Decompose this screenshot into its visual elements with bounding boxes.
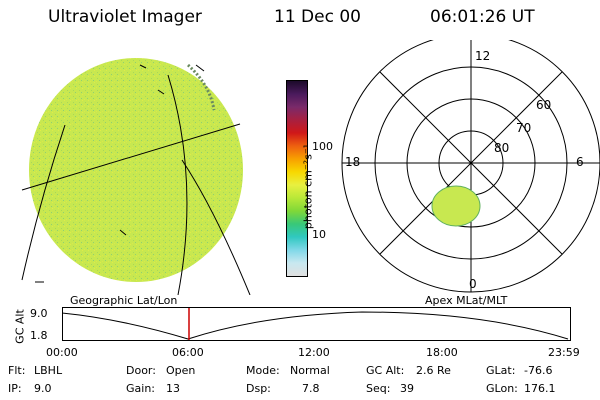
altitude-curve	[62, 311, 569, 340]
timeline-frame	[62, 307, 571, 341]
mode-label: Mode:	[246, 364, 280, 377]
timeline-plot	[62, 307, 571, 341]
gc-alt-value: 2.6 Re	[416, 364, 451, 377]
observation-date: 11 Dec 00	[274, 7, 361, 27]
grid-tick	[139, 64, 147, 69]
glat-label: GLat:	[486, 364, 516, 377]
timeline-ytick-min: 1.8	[30, 329, 48, 342]
dsp-value: 7.8	[302, 382, 320, 395]
grid-line	[167, 74, 188, 295]
ip-label: IP:	[8, 382, 22, 395]
lat-label-70: 70	[516, 121, 531, 135]
dsp-label: Dsp:	[246, 382, 271, 395]
geographic-panel-label: Geographic Lat/Lon	[70, 294, 178, 307]
colorbar-tick-100: 100	[312, 140, 333, 153]
colorbar	[286, 80, 308, 277]
glat-value: -76.6	[524, 364, 553, 377]
observation-time: 06:01:26 UT	[430, 7, 535, 27]
lat-label-80: 80	[494, 141, 509, 155]
timeline-ytick-max: 9.0	[30, 307, 48, 320]
seq-label: Seq:	[366, 382, 391, 395]
polar-plot: 12 18 6 0 60 70 80	[341, 40, 600, 293]
mlt-label-12: 12	[475, 49, 490, 63]
colorbar-tick-10: 10	[312, 228, 326, 241]
seq-value: 39	[400, 382, 414, 395]
ip-value: 9.0	[34, 382, 52, 395]
earth-disk	[29, 58, 243, 282]
limb-arc	[186, 63, 216, 111]
timeline-xtick-4: 23:59	[548, 346, 580, 359]
timeline-xtick-1: 06:00	[172, 346, 204, 359]
grid-tick	[157, 89, 165, 95]
gain-value: 13	[166, 382, 180, 395]
instrument-title: Ultraviolet Imager	[48, 7, 202, 27]
mode-value: Normal	[290, 364, 330, 377]
timeline-xtick-3: 18:00	[426, 346, 458, 359]
mlt-line-diagonal	[379, 71, 563, 255]
door-label: Door:	[126, 364, 156, 377]
timeline-axis-label: GC Alt	[13, 309, 27, 344]
grid-line	[21, 123, 241, 191]
filter-value: LBHL	[34, 364, 63, 377]
gc-alt-label: GC Alt:	[366, 364, 405, 377]
timeline-xtick-2: 12:00	[298, 346, 330, 359]
mlt-label-18: 18	[345, 155, 360, 169]
polar-panel-label: Apex MLat/MLT	[425, 294, 508, 307]
grid-line	[181, 159, 251, 295]
mlt-label-0: 0	[469, 277, 477, 291]
grid-line	[21, 124, 66, 281]
timeline-xtick-0: 00:00	[46, 346, 78, 359]
grid-tick	[119, 229, 127, 236]
glon-label: GLon:	[486, 382, 518, 395]
glon-value: 176.1	[524, 382, 556, 395]
lat-label-60: 60	[536, 98, 551, 112]
geographic-image	[21, 58, 251, 295]
colorbar-unit-label: photon cm⁻²s⁻¹	[301, 143, 315, 230]
filter-label: Flt:	[8, 364, 26, 377]
gain-label: Gain:	[126, 382, 155, 395]
door-value: Open	[166, 364, 196, 377]
grid-tick	[195, 64, 205, 72]
mlt-label-6: 6	[576, 155, 584, 169]
auroral-blob	[431, 185, 481, 227]
